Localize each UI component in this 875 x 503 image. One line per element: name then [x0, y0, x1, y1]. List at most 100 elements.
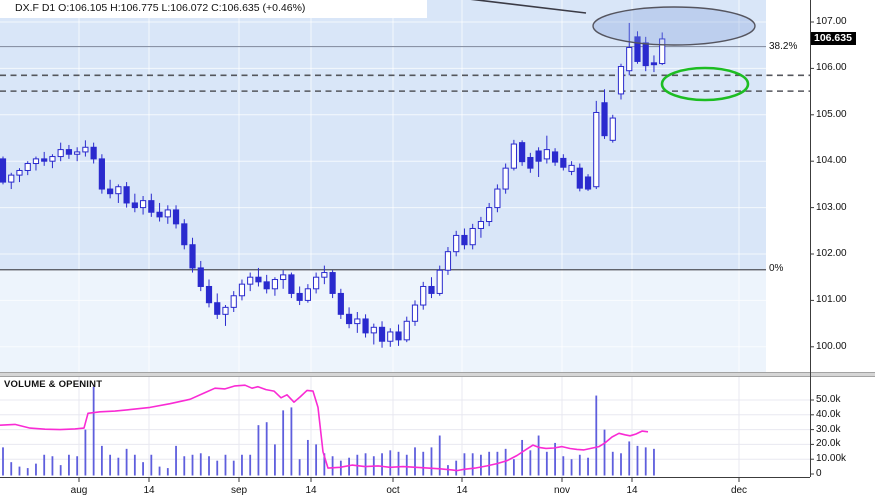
- time-axis-label: sep: [230, 485, 248, 496]
- candle-down: [584, 176, 592, 190]
- candle-up: [626, 47, 633, 72]
- volume-axis-label: 30.0k: [816, 423, 841, 435]
- fib-0-label: 0%: [769, 263, 784, 274]
- candle-up: [477, 221, 485, 229]
- volume-bar: [463, 453, 466, 476]
- candle-down: [642, 42, 649, 67]
- trend-line[interactable]: [452, 0, 587, 14]
- volume-bar: [109, 454, 112, 476]
- volume-bar: [364, 453, 367, 476]
- price-axis-label: 107.00: [816, 16, 847, 27]
- price-axis-label: 101.00: [816, 294, 847, 306]
- volume-axis-label: 10.00k: [816, 453, 847, 465]
- volume-axis-label: 20.0k: [816, 438, 841, 450]
- dashed-level-lines[interactable]: [0, 74, 810, 92]
- candle-down: [123, 186, 130, 204]
- price-axis-label: 100.00: [816, 340, 847, 352]
- candle-up: [444, 251, 452, 271]
- volume-bar: [142, 462, 144, 476]
- candle-down: [329, 272, 336, 294]
- candle-down: [197, 267, 204, 287]
- candle-up: [238, 283, 246, 297]
- candle-up: [32, 158, 40, 165]
- volume-bar: [92, 386, 95, 476]
- candle-up: [271, 279, 279, 290]
- candle-down: [131, 202, 138, 209]
- fib-zone-lower-bg: [0, 269, 766, 372]
- candle-up: [568, 164, 575, 172]
- time-axis-label: 14: [305, 485, 317, 496]
- volume-axis-label: 40.0k: [816, 408, 841, 420]
- volume-bar: [257, 425, 260, 476]
- candle-up: [486, 207, 493, 223]
- volume-bar: [438, 435, 441, 476]
- price-axis-label: 105.00: [816, 108, 847, 120]
- candle-up: [82, 146, 89, 153]
- fib-382-label: 38.2%: [769, 41, 798, 52]
- candle-up: [469, 227, 476, 246]
- instrument-ohlc-title: DX.F D1 O:106.105 H:106.775 L:106.072 C:…: [0, 0, 427, 18]
- volume-bar: [306, 439, 309, 476]
- candle-up: [16, 169, 23, 176]
- volume-bar: [175, 445, 177, 476]
- time-axis-label: oct: [386, 485, 400, 496]
- candle-up: [139, 200, 147, 209]
- candle-up: [222, 306, 229, 315]
- volume-bar: [100, 445, 103, 476]
- candle-down: [0, 158, 7, 183]
- time-axis-label: nov: [553, 485, 571, 496]
- candle-down: [181, 223, 188, 246]
- candle-down: [378, 326, 386, 342]
- candle-up: [164, 209, 171, 218]
- candle-down: [172, 209, 180, 225]
- highlight-ellipse-green[interactable]: [660, 66, 750, 102]
- volume-bar: [323, 453, 326, 476]
- volume-bar: [471, 453, 474, 476]
- volume-bar: [595, 395, 598, 476]
- volume-bar: [298, 459, 301, 476]
- volume-bar: [545, 451, 548, 476]
- volume-bar: [636, 445, 639, 476]
- candle-up: [321, 272, 328, 278]
- volume-bar: [653, 448, 655, 476]
- candle-up: [543, 149, 550, 160]
- volume-bar: [389, 450, 392, 476]
- candle-down: [156, 211, 163, 218]
- highlight-ellipse-dark[interactable]: [592, 6, 756, 46]
- volume-bar: [578, 454, 581, 476]
- candle-up: [370, 326, 377, 334]
- volume-bar: [628, 441, 631, 476]
- candle-down: [148, 200, 155, 213]
- pane-divider-handle[interactable]: [0, 371, 875, 378]
- volume-bar: [331, 456, 334, 476]
- time-axis[interactable]: [0, 477, 810, 503]
- volume-bar: [26, 468, 29, 476]
- axes-layer: [0, 0, 814, 482]
- candle-up: [436, 269, 443, 294]
- candle-down: [288, 274, 295, 294]
- candle-up: [313, 276, 320, 290]
- pane-divider[interactable]: [0, 372, 875, 377]
- open-interest-line: [0, 384, 649, 472]
- candle-up: [510, 143, 517, 169]
- volume-bar: [397, 451, 400, 476]
- volume-bar: [10, 462, 13, 476]
- volume-bar: [512, 459, 515, 476]
- candle-down: [255, 276, 262, 283]
- candles-layer: [0, 22, 666, 348]
- last-price-badge: 106.635: [811, 32, 856, 45]
- candle-down: [337, 292, 344, 315]
- gridlines-layer: [0, 21, 810, 477]
- volume-bar: [43, 454, 46, 476]
- volume-bar: [249, 454, 252, 476]
- candle-up: [280, 274, 287, 281]
- volume-bar: [480, 454, 482, 476]
- volume-bar: [414, 447, 416, 476]
- candle-down: [601, 102, 608, 137]
- time-axis-label: 14: [143, 485, 155, 496]
- volume-bar: [208, 456, 210, 476]
- volume-bar: [166, 468, 169, 476]
- volume-bar: [158, 466, 161, 476]
